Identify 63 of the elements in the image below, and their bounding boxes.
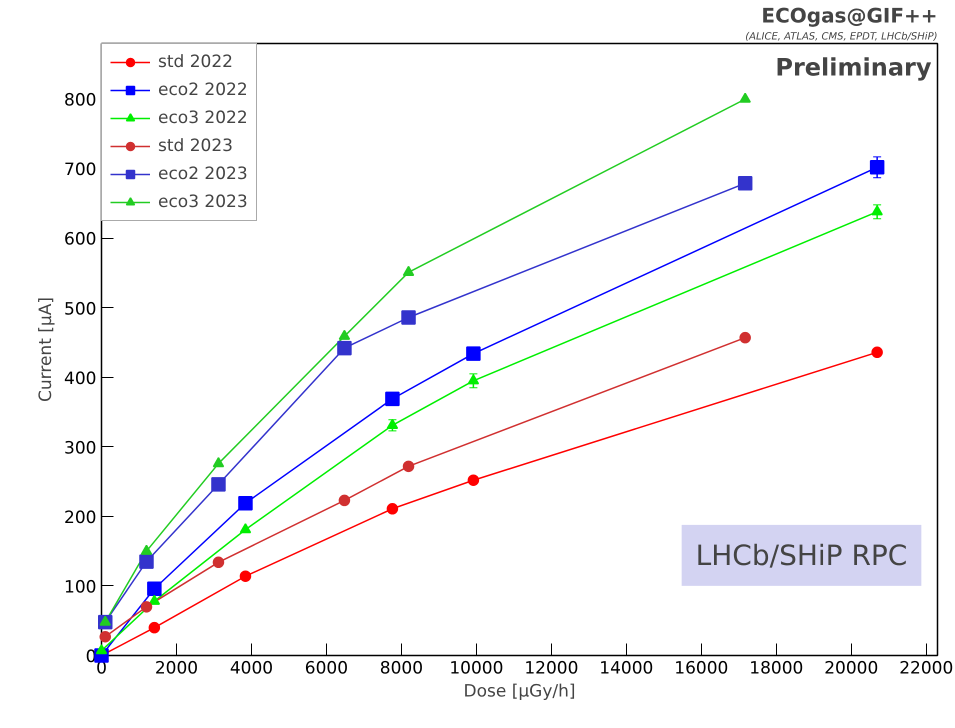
point <box>466 346 481 361</box>
y-tick-label: 600 <box>64 230 97 250</box>
x-tick-label: 12000 <box>524 658 578 678</box>
point <box>139 554 154 569</box>
point <box>385 392 400 406</box>
point <box>338 494 350 506</box>
x-tick-label: 20000 <box>824 658 878 678</box>
point <box>739 92 751 103</box>
point <box>402 460 414 472</box>
x-axis-title: Dose [μGy/h] <box>463 682 576 702</box>
legend-label: eco3 2023 <box>158 192 248 212</box>
point <box>386 418 398 429</box>
point <box>386 503 398 514</box>
y-tick-label: 400 <box>64 368 97 389</box>
point <box>337 340 352 356</box>
point <box>871 205 883 216</box>
point <box>739 332 751 344</box>
point <box>238 496 253 510</box>
x-tick-label: 18000 <box>749 658 804 678</box>
y-tick-label: 200 <box>64 508 97 528</box>
point <box>148 594 160 605</box>
point <box>738 176 752 191</box>
point <box>212 556 224 568</box>
point <box>402 266 414 276</box>
x-tick-label: 14000 <box>599 658 654 678</box>
legend-label: std 2022 <box>158 52 233 72</box>
point <box>870 160 884 175</box>
y-axis-title: Current [μA] <box>36 297 56 402</box>
point <box>211 477 226 492</box>
point <box>468 474 480 486</box>
y-tick-label: 300 <box>64 438 97 458</box>
annotation: Preliminary <box>775 54 932 82</box>
legend-label: eco2 2022 <box>158 80 248 100</box>
point <box>338 330 350 340</box>
point <box>212 457 224 468</box>
point <box>871 346 883 358</box>
x-tick-label: 6000 <box>304 658 348 678</box>
x-tick-label: 2000 <box>154 658 198 678</box>
point <box>147 581 162 596</box>
y-tick-label: 700 <box>64 160 97 180</box>
legend-label: std 2023 <box>158 136 233 156</box>
y-tick-label: 100 <box>64 577 97 598</box>
point <box>468 374 480 384</box>
chart-title: ECOgas@GIF++ <box>761 4 938 28</box>
point <box>140 544 152 555</box>
legend-label: eco2 2023 <box>158 164 248 184</box>
point <box>100 630 111 642</box>
point <box>148 622 160 634</box>
point <box>240 523 252 534</box>
annotation: LHCb/SHiP RPC <box>696 538 908 572</box>
y-tick-label: 800 <box>64 90 97 111</box>
y-tick-label: 500 <box>64 299 97 320</box>
chart-subtitle: (ALICE, ATLAS, CMS, EPDT, LHCb/SHiP) <box>745 32 938 42</box>
point <box>401 310 416 325</box>
x-tick-label: 8000 <box>380 658 424 678</box>
point <box>96 644 108 654</box>
point <box>240 570 252 582</box>
x-tick-label: 22000 <box>899 658 954 678</box>
point <box>140 601 152 613</box>
x-tick-label: 10000 <box>449 658 504 678</box>
x-tick-label: 16000 <box>674 658 728 678</box>
legend-label: eco3 2022 <box>158 108 248 128</box>
x-tick-label: 4000 <box>230 658 274 678</box>
